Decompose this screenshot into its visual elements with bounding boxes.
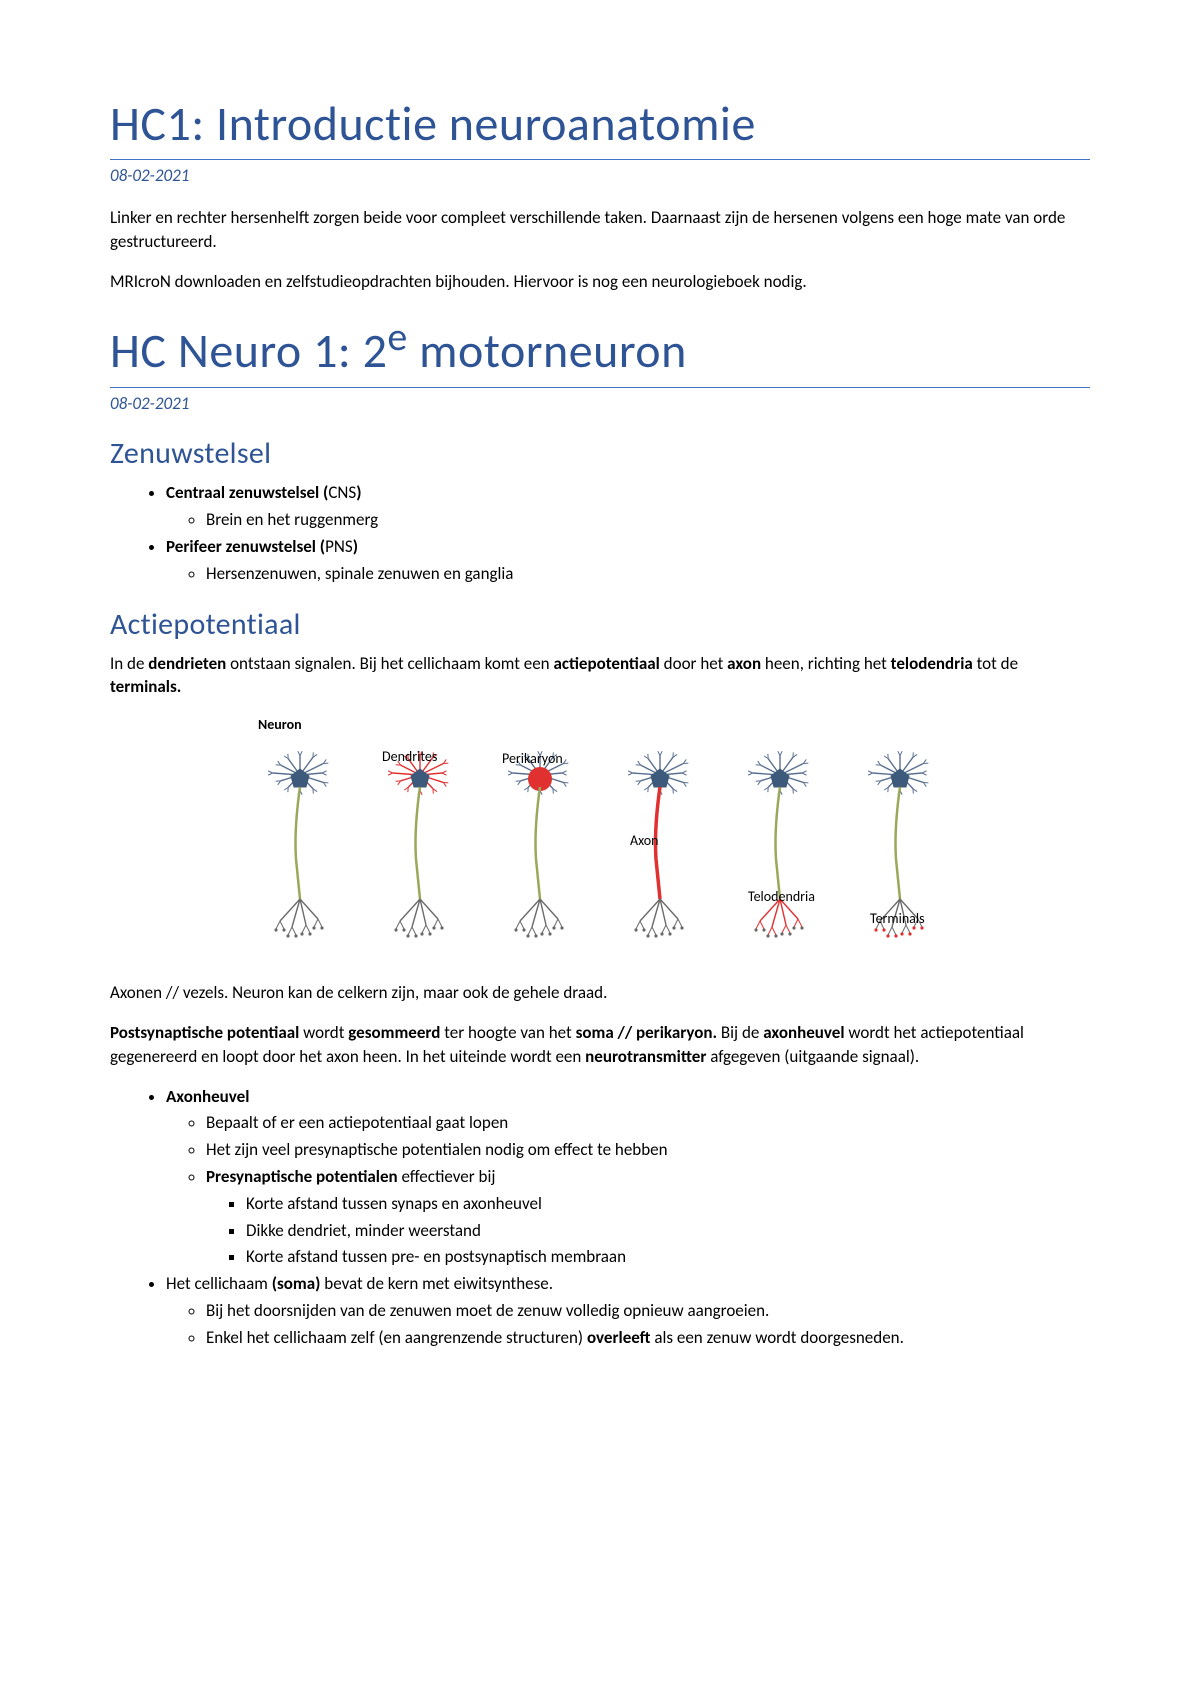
svg-text:Terminals: Terminals bbox=[870, 910, 925, 927]
sublist: Bij het doorsnijden van de zenuwen moet … bbox=[166, 1299, 1090, 1350]
list-item: Brein en het ruggenmerg bbox=[206, 508, 1090, 532]
sublist: Korte afstand tussen synaps en axonheuve… bbox=[206, 1192, 1090, 1269]
list-item: Korte afstand tussen synaps en axonheuve… bbox=[246, 1192, 1090, 1216]
li-cns-close: ) bbox=[356, 482, 361, 503]
neuron-diagram: Neuron Dendrites Perikaryon Axon Telodendria… bbox=[240, 715, 960, 975]
title-prefix: HC Neuro 1: 2 bbox=[110, 321, 387, 380]
list-item: Dikke dendriet, minder weerstand bbox=[246, 1219, 1090, 1243]
date-hc1: 08-02-2021 bbox=[110, 164, 1090, 188]
svg-text:Telodendria: Telodendria bbox=[748, 888, 815, 905]
list-item: Axonheuvel Bepaalt of er een actiepotent… bbox=[166, 1085, 1090, 1270]
paragraph-intro-2: MRIcroN downloaden en zelfstudieopdracht… bbox=[110, 270, 1090, 294]
li-pns-bold: Perifeer zenuwstelsel ( bbox=[166, 536, 325, 557]
list-item: Bepaalt of er een actiepotentiaal gaat l… bbox=[206, 1111, 1090, 1135]
list-item: Hersenzenuwen, spinale zenuwen en gangli… bbox=[206, 562, 1090, 586]
list-item: Enkel het cellichaam zelf (en aangrenzen… bbox=[206, 1326, 1090, 1350]
list-item: Bij het doorsnijden van de zenuwen moet … bbox=[206, 1299, 1090, 1323]
paragraph-axonen-caption: Axonen // vezels. Neuron kan de celkern … bbox=[110, 981, 1090, 1005]
heading-hc1: HC1: Introductie neuroanatomie bbox=[110, 90, 1090, 160]
list-item: Het zijn veel presynaptische potentialen… bbox=[206, 1138, 1090, 1162]
list-item: Centraal zenuwstelsel (CNS) Brein en het… bbox=[166, 481, 1090, 532]
axonheuvel-label: Axonheuvel bbox=[166, 1086, 249, 1107]
svg-text:Axon: Axon bbox=[630, 832, 659, 849]
list-axonheuvel: Axonheuvel Bepaalt of er een actiepotent… bbox=[110, 1085, 1090, 1350]
li-pns-abbr: PNS bbox=[325, 536, 353, 557]
list-item: Perifeer zenuwstelsel (PNS) Hersenzenuwe… bbox=[166, 535, 1090, 586]
heading-actiepotentiaal: Actiepotentiaal bbox=[110, 604, 1090, 646]
list-item: Presynaptische potentialen effectiever b… bbox=[206, 1165, 1090, 1269]
paragraph-postsynaptisch: Postsynaptische potentiaal wordt gesomme… bbox=[110, 1021, 1090, 1069]
sublist: Brein en het ruggenmerg bbox=[166, 508, 1090, 532]
title-sup: e bbox=[387, 312, 407, 361]
date-hcneuro1: 08-02-2021 bbox=[110, 392, 1090, 416]
li-pns-close: ) bbox=[353, 536, 358, 557]
svg-text:Dendrites: Dendrites bbox=[382, 748, 437, 765]
paragraph-actie-1: In de dendrieten ontstaan signalen. Bij … bbox=[110, 652, 1090, 700]
list-item: Het cellichaam (soma) bevat de kern met … bbox=[166, 1272, 1090, 1349]
list-zenuwstelsel: Centraal zenuwstelsel (CNS) Brein en het… bbox=[110, 481, 1090, 585]
heading-hcneuro1: HC Neuro 1: 2e motorneuron bbox=[110, 309, 1090, 387]
paragraph-intro-1: Linker en rechter hersenhelft zorgen bei… bbox=[110, 206, 1090, 254]
sublist: Hersenzenuwen, spinale zenuwen en gangli… bbox=[166, 562, 1090, 586]
heading-zenuwstelsel: Zenuwstelsel bbox=[110, 433, 1090, 475]
li-cns-bold: Centraal zenuwstelsel ( bbox=[166, 482, 328, 503]
li-cns-abbr: CNS bbox=[328, 482, 356, 503]
svg-text:Perikaryon: Perikaryon bbox=[502, 750, 563, 767]
list-item: Korte afstand tussen pre- en postsynapti… bbox=[246, 1245, 1090, 1269]
sublist: Bepaalt of er een actiepotentiaal gaat l… bbox=[166, 1111, 1090, 1269]
title-suffix: motorneuron bbox=[408, 321, 687, 380]
svg-text:Neuron: Neuron bbox=[258, 716, 302, 733]
